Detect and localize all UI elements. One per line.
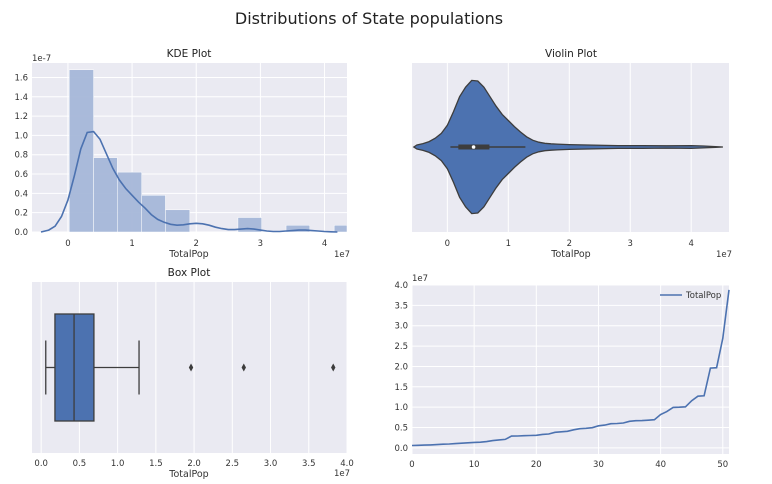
figure-title: Distributions of State populations <box>235 9 503 28</box>
violin-plot-panel: Violin Plot 0 1 2 3 4 TotalPop 1e7 <box>412 48 732 260</box>
box-xtick-label: 1.5 <box>149 459 163 469</box>
line-series-totalpop <box>411 289 730 447</box>
kde-ytick-label: 0.6 <box>14 170 28 180</box>
kde-plot-xlabel: TotalPop <box>168 249 208 260</box>
kde-ytick-label: 1.0 <box>14 131 28 141</box>
line-xtick-label: 0 <box>409 460 414 470</box>
line-plot-panel: 0.0 0.5 1.0 1.5 2.0 2.5 3.0 3.5 4.0 0 10 20 30 40 50 1… <box>394 274 730 470</box>
line-xtick-label: 10 <box>469 460 480 470</box>
violin-xtick-label: 4 <box>688 239 693 249</box>
line-ytick-label: 0.0 <box>394 444 408 454</box>
line-ytick-label: 0.5 <box>394 424 408 434</box>
kde-ytick-label: 1.4 <box>14 93 28 103</box>
box-plot-panel: Box Plot 0.0 0.5 1.0 1.5 2.0 2.5 3.0 3.5 4.0 Tot… <box>32 267 354 480</box>
box-plot-x-offset: 1e7 <box>334 469 350 479</box>
kde-plot-title: KDE Plot <box>167 48 212 60</box>
line-ytick-label: 2.5 <box>394 342 408 352</box>
box-xtick-label: 1.0 <box>111 459 125 469</box>
kde-xtick-label: 4 <box>322 239 327 249</box>
kde-ytick-label: 0.4 <box>14 189 28 199</box>
kde-hist-bar <box>333 224 348 233</box>
line-plot-y-offset: 1e7 <box>412 274 428 284</box>
line-ytick-label: 4.0 <box>394 281 408 291</box>
box-xtick-label: 3.5 <box>302 459 316 469</box>
box-xtick-label: 2.0 <box>187 459 201 469</box>
kde-xtick-label: 1 <box>129 239 134 249</box>
box-xtick-label: 4.0 <box>340 459 354 469</box>
kde-ytick-label: 1.6 <box>14 73 28 83</box>
box-xtick-label: 2.5 <box>226 459 240 469</box>
violin-median <box>471 145 476 149</box>
violin-xtick-label: 3 <box>628 239 633 249</box>
kde-plot-x-offset: 1e7 <box>334 250 350 260</box>
violin-plot-title: Violin Plot <box>545 48 597 60</box>
violin-xtick-label: 2 <box>567 239 572 249</box>
box-plot-xlabel: TotalPop <box>168 469 208 480</box>
box-plot-title: Box Plot <box>168 267 211 279</box>
violin-plot-x-offset: 1e7 <box>716 250 732 260</box>
box-xtick-label: 3.0 <box>264 459 278 469</box>
kde-hist-bar <box>68 69 94 233</box>
legend-label-totalpop: TotalPop <box>685 291 721 301</box>
box-outlier <box>188 363 194 372</box>
line-xtick-label: 20 <box>531 460 542 470</box>
line-plot-area <box>412 285 729 454</box>
line-xtick-label: 30 <box>593 460 604 470</box>
line-ytick-label: 3.5 <box>394 301 408 311</box>
box-xtick-label: 0.5 <box>73 459 87 469</box>
box-outlier <box>331 363 336 372</box>
line-ytick-label: 2.0 <box>394 362 408 372</box>
kde-hist-bar <box>141 195 166 233</box>
kde-hist-bar <box>165 209 191 233</box>
violin-plot-xlabel: TotalPop <box>550 249 590 260</box>
kde-xtick-label: 0 <box>65 239 70 249</box>
kde-ytick-label: 1.2 <box>14 112 28 122</box>
kde-hist-bar <box>285 224 311 233</box>
kde-ytick-label: 0.2 <box>14 209 28 219</box>
line-xtick-label: 40 <box>655 460 666 470</box>
line-ytick-label: 3.0 <box>394 322 408 332</box>
kde-xtick-label: 2 <box>194 239 199 249</box>
box-outlier <box>241 363 246 372</box>
violin-xtick-label: 1 <box>506 239 511 249</box>
line-xtick-label: 50 <box>717 460 728 470</box>
kde-ytick-label: 0.0 <box>14 228 28 238</box>
line-ytick-label: 1.5 <box>394 383 408 393</box>
box-xtick-label: 0.0 <box>34 459 48 469</box>
kde-xtick-label: 3 <box>258 239 263 249</box>
kde-plot-y-offset: 1e-7 <box>32 54 51 64</box>
kde-ytick-label: 0.8 <box>14 151 28 161</box>
line-plot-legend: TotalPop <box>660 291 721 301</box>
violin-body <box>412 79 723 215</box>
line-ytick-label: 1.0 <box>394 403 408 413</box>
kde-curve <box>40 130 338 233</box>
kde-plot-panel: KDE Plot 0.0 0.2 0.4 0.6 0.8 1.0 1.2 1.4 1.6 0 1 2 3… <box>14 48 350 260</box>
violin-xtick-label: 0 <box>445 239 450 249</box>
